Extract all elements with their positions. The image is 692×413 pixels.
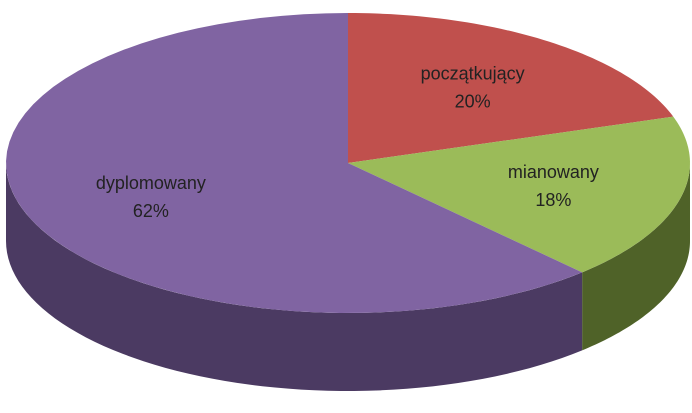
- pie-slice: [348, 13, 674, 163]
- pie-slice: [6, 13, 583, 313]
- pie-slice: [348, 116, 690, 273]
- pie-side: [6, 163, 583, 391]
- pie-side: [582, 163, 690, 351]
- slice-label: początkujący: [421, 64, 525, 84]
- slice-value: 18%: [535, 190, 571, 210]
- slice-label: dyplomowany: [96, 173, 206, 193]
- slice-label: mianowany: [508, 162, 599, 182]
- slice-value: 62%: [133, 201, 169, 221]
- slice-value: 20%: [455, 92, 491, 112]
